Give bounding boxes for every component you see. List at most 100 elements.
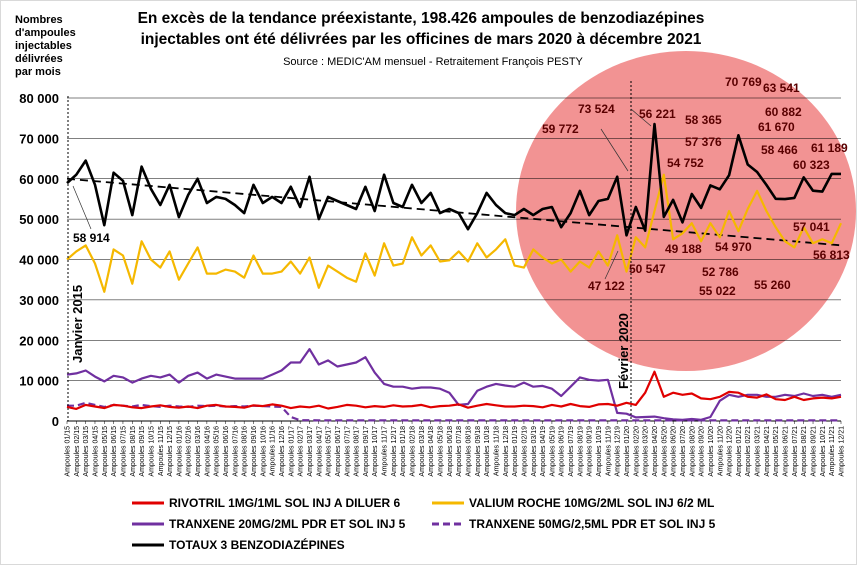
legend: RIVOTRIL 1MG/1ML SOL INJ A DILUER 6 VALI… (132, 496, 716, 552)
x-tick-label: Ampoules 05/19 (549, 426, 556, 477)
y-tick-label: 60 000 (19, 172, 59, 187)
x-tick-label: Ampoules 07/15 (120, 426, 127, 477)
x-tick-label: Ampoules 06/15 (111, 426, 118, 477)
x-tick-label: Ampoules 06/19 (559, 426, 566, 477)
x-tick-label: Ampoules 03/16 (195, 426, 202, 477)
x-tick-label: Ampoules 02/19 (521, 426, 528, 477)
x-tick-label: Ampoules 07/16 (232, 426, 239, 477)
x-tick-label: Ampoules 12/16 (279, 426, 286, 477)
annotation-leader (604, 250, 619, 280)
series-line-2 (66, 348, 842, 421)
x-tick-label: Ampoules 03/20 (643, 426, 650, 477)
x-tick-label: Ampoules 05/21 (773, 426, 780, 477)
value-label: 59 772 (542, 122, 579, 136)
value-label: 70 769 (725, 75, 762, 89)
x-tick-label: Ampoules 11/16 (270, 426, 277, 476)
x-tick-label: Ampoules 06/17 (335, 426, 342, 477)
value-label: 58 914 (73, 231, 110, 245)
value-label: 58 466 (761, 143, 798, 157)
y-axis-label-line: injectables (15, 40, 72, 52)
y-axis-label-line: par mois (15, 66, 61, 78)
x-tick-label: Ampoules 02/15 (74, 426, 81, 477)
x-tick-label: Ampoules 07/19 (568, 426, 575, 477)
annotation-leader (72, 185, 92, 230)
value-label: 54 970 (715, 240, 752, 254)
x-tick-label: Ampoules 09/19 (587, 426, 594, 477)
legend-label-totaux: TOTAUX 3 BENZODIAZÉPINES (169, 537, 345, 552)
x-tick-label: Ampoules 04/21 (764, 426, 771, 477)
x-tick-label: Ampoules 06/16 (223, 426, 230, 477)
y-tick-label: 50 000 (19, 212, 59, 227)
value-label: 61 189 (811, 141, 848, 155)
series-lines (66, 122, 842, 422)
x-tick-label: Ampoules 11/20 (717, 426, 724, 476)
x-tick-label: Ampoules 10/17 (372, 426, 379, 477)
chart-source: Source : MEDIC'AM mensuel - Retraitement… (283, 56, 583, 68)
x-tick-label: Ampoules 06/21 (783, 426, 790, 477)
x-tick-label: Ampoules 06/20 (671, 426, 678, 477)
x-tick-label: Ampoules 05/15 (102, 426, 109, 477)
value-label: 58 365 (685, 113, 722, 127)
x-tick-label: Ampoules 04/15 (92, 426, 99, 477)
value-label: 49 188 (665, 242, 702, 256)
x-tick-label: Ampoules 08/17 (354, 426, 361, 477)
x-tick-label: Ampoules 12/20 (727, 426, 734, 477)
x-tick-label: Ampoules 01/20 (624, 426, 631, 477)
x-tick-label: Ampoules 01/16 (176, 426, 183, 477)
legend-label-tranxene20: TRANXENE 20MG/2ML PDR ET SOL INJ 5 (169, 517, 406, 531)
value-label: 57 376 (685, 135, 722, 149)
x-tick-label: Ampoules 09/20 (699, 426, 706, 477)
annotation-leader (630, 108, 652, 127)
value-label: 56 221 (639, 107, 676, 121)
x-tick-label: Ampoules 02/16 (186, 426, 193, 477)
y-tick-label: 30 000 (19, 293, 59, 308)
x-tick-label: Ampoules 01/17 (288, 426, 295, 477)
x-tick-label: Ampoules 09/15 (139, 426, 146, 477)
x-tick-label: Ampoules 09/16 (251, 426, 258, 477)
x-tick-label: Ampoules 01/21 (736, 426, 743, 477)
y-axis-ticks: 0 10 000 20 000 30 000 40 000 50 000 60 000 70 … (19, 91, 59, 429)
x-tick-label: Ampoules 04/16 (204, 426, 211, 477)
value-label: 54 752 (667, 156, 704, 170)
value-annotations: 58 914 73 524 59 772 56 221 54 752 58 36… (72, 75, 850, 298)
legend-label-rivotril: RIVOTRIL 1MG/1ML SOL INJ A DILUER 6 (169, 496, 400, 510)
value-label: 55 260 (754, 278, 791, 292)
value-label: 47 122 (588, 279, 625, 293)
x-tick-label: Ampoules 04/20 (652, 426, 659, 477)
value-label: 60 882 (765, 105, 802, 119)
chart-title-line2: injectables ont été délivrées par les of… (141, 31, 702, 48)
x-tick-label: Ampoules 08/15 (130, 426, 137, 477)
x-tick-label: Ampoules 07/17 (344, 426, 351, 477)
series-line-0 (66, 370, 842, 410)
legend-label-valium: VALIUM ROCHE 10MG/2ML SOL INJ 6/2 ML (469, 496, 714, 510)
x-tick-label: Ampoules 05/17 (326, 426, 333, 477)
x-tick-label: Ampoules 06/18 (447, 426, 454, 477)
x-tick-label: Ampoules 12/21 (839, 426, 846, 477)
value-label: 61 670 (758, 120, 795, 134)
x-axis-ticks: Ampoules 01/15 Ampoules 02/15 Ampoules 03/… (65, 421, 846, 477)
x-tick-label: Ampoules 12/19 (615, 426, 622, 477)
x-tick-label: Ampoules 09/17 (363, 426, 370, 477)
x-tick-label: Ampoules 10/15 (148, 426, 155, 477)
x-tick-label: Ampoules 07/18 (456, 426, 463, 477)
y-axis-label-line: d'ampoules (15, 27, 76, 39)
x-tick-label: Ampoules 09/18 (475, 426, 482, 477)
value-label: 50 547 (629, 262, 666, 276)
value-label: 73 524 (578, 102, 615, 116)
x-tick-label: Ampoules 10/21 (820, 426, 827, 477)
x-tick-label: Ampoules 04/17 (316, 426, 323, 477)
annotation-leader (600, 128, 629, 172)
value-label: 60 323 (793, 158, 830, 172)
y-axis-label-line: délivrées (15, 53, 63, 65)
x-tick-label: Ampoules 07/21 (792, 426, 799, 477)
y-tick-label: 70 000 (19, 131, 59, 146)
feb2020-marker-label: Février 2020 (616, 313, 631, 389)
x-tick-label: Ampoules 01/18 (400, 426, 407, 477)
y-tick-label: 0 (52, 414, 59, 429)
y-axis-label: Nombres d'ampoules injectables délivrées… (15, 14, 76, 78)
y-axis-label-line: Nombres (15, 14, 63, 26)
y-tick-label: 10 000 (19, 374, 59, 389)
value-label: 56 813 (813, 248, 850, 262)
x-tick-label: Ampoules 08/19 (577, 426, 584, 477)
value-label: 57 041 (793, 220, 830, 234)
